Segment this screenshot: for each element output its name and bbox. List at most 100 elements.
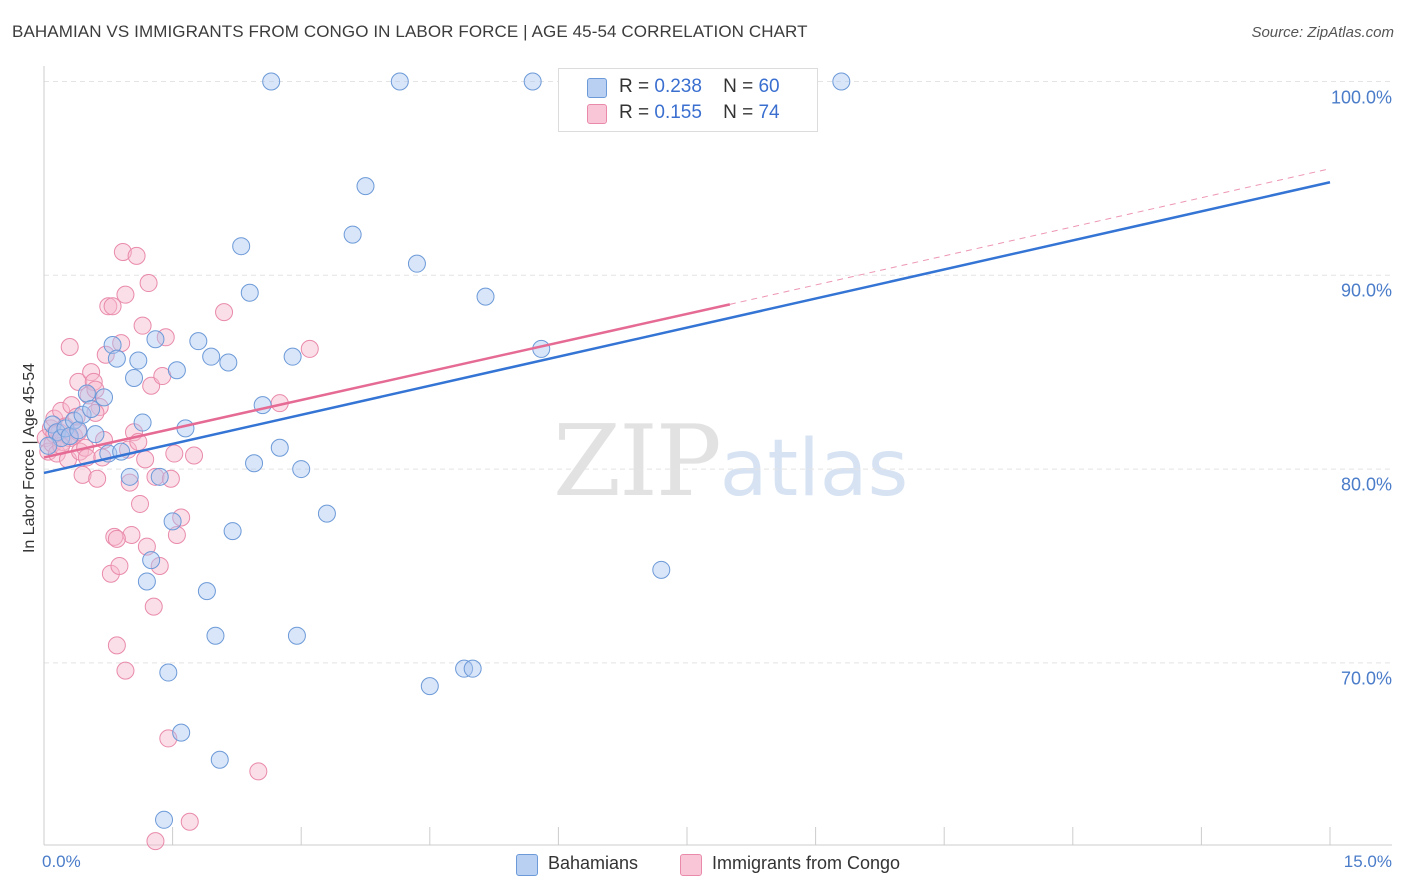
congo-points	[36, 243, 319, 851]
congo-point	[60, 337, 79, 356]
x-axis	[43, 66, 1392, 846]
bahamian-point	[523, 72, 542, 91]
congo-point	[172, 508, 191, 527]
bahamian-point	[832, 72, 851, 91]
bahamian-point	[420, 677, 439, 696]
bahamian-point	[142, 551, 161, 570]
bahamian-point	[189, 332, 208, 351]
bahamian-point	[292, 460, 311, 479]
bahamian-point	[283, 347, 302, 366]
source-label: Source: ZipAtlas.com	[1251, 24, 1394, 41]
bahamian-point	[407, 254, 426, 273]
bahamian-point	[167, 361, 186, 380]
n-label: N =	[723, 76, 754, 97]
r-value: 0.238	[654, 76, 702, 97]
y-tick-label: 70.0%	[1340, 668, 1392, 689]
bahamian-point	[155, 810, 174, 829]
congo-trend-line	[43, 303, 731, 459]
congo-point	[249, 762, 268, 781]
congo-point	[131, 494, 150, 513]
congo-point	[139, 274, 158, 293]
bahamian-point	[86, 425, 105, 444]
y-tick-label: 90.0%	[1340, 280, 1392, 301]
congo-point	[144, 597, 163, 616]
congo-point	[88, 469, 107, 488]
congo-point	[110, 556, 129, 575]
trend-lines	[43, 168, 1331, 475]
congo-point	[73, 465, 92, 484]
congo-point	[161, 469, 180, 488]
bahamian-point	[95, 388, 114, 407]
congo-point	[137, 537, 156, 556]
legend-label-bahamians: Bahamians	[548, 853, 639, 873]
bahamian-point	[77, 384, 96, 403]
bahamian-point	[652, 560, 671, 579]
congo-legend-swatch	[680, 854, 702, 876]
watermark-zip: ZIP	[553, 405, 722, 519]
congo-point	[136, 450, 155, 469]
bahamian-point	[103, 336, 122, 355]
bahamian-point	[262, 72, 281, 91]
congo-point	[127, 246, 146, 265]
n-label: N =	[723, 102, 754, 123]
bahamian-point	[463, 659, 482, 678]
bahamian-point	[287, 626, 306, 645]
congo-point	[300, 339, 319, 358]
bahamian-point	[69, 421, 88, 440]
bahamian-point	[356, 177, 375, 196]
bahamian-point	[202, 347, 221, 366]
y-tick-label: 80.0%	[1340, 474, 1392, 495]
bahamian-point	[137, 572, 156, 591]
bahamian-point	[129, 351, 148, 370]
bahamian-point	[133, 413, 152, 432]
congo-point	[103, 297, 122, 316]
bahamian-point	[390, 72, 409, 91]
bahamian-point	[240, 283, 259, 302]
congo-point	[165, 444, 184, 463]
legend-label-congo: Immigrants from Congo	[712, 853, 901, 873]
r-label: R =	[619, 102, 650, 123]
bahamian-point	[39, 436, 58, 455]
congo-point	[185, 446, 204, 465]
bahamian-point	[223, 522, 242, 541]
congo-trend-extension	[729, 168, 1331, 305]
congo-point	[116, 661, 135, 680]
x-tick-max: 15.0%	[1343, 852, 1392, 871]
congo-swatch	[587, 104, 607, 124]
chart-title: BAHAMIAN VS IMMIGRANTS FROM CONGO IN LAB…	[12, 22, 808, 41]
congo-point	[133, 316, 152, 335]
bahamian-point	[270, 438, 289, 457]
x-tick-min: 0.0%	[42, 852, 81, 871]
congo-point	[107, 529, 126, 548]
congo-point	[120, 473, 139, 492]
bahamian-point	[150, 467, 169, 486]
bahamian-point	[232, 237, 251, 256]
bahamian-point	[476, 287, 495, 306]
congo-point	[146, 467, 165, 486]
congo-point	[107, 636, 126, 655]
r-value: 0.155	[654, 102, 702, 123]
bahamian-trend-line	[43, 181, 1331, 475]
y-axis-label: In Labor Force | Age 45-54	[21, 362, 38, 554]
bahamian-point	[317, 504, 336, 523]
bahamian-point	[210, 750, 229, 769]
congo-point	[180, 812, 199, 831]
bahamian-point	[125, 368, 144, 387]
bahamian-point	[219, 353, 238, 372]
bahamian-point	[146, 330, 165, 349]
stats-legend: R = 0.238 N = 60 R = 0.155 N = 74	[558, 68, 818, 132]
bahamians-legend-swatch	[516, 854, 538, 876]
bahamian-point	[82, 399, 101, 418]
series-legend: Bahamians Immigrants from Congo	[0, 852, 1406, 878]
y-tick-label: 100.0%	[1330, 87, 1392, 107]
bahamian-point	[206, 626, 225, 645]
n-value: 60	[758, 76, 780, 97]
bahamian-point	[159, 663, 178, 682]
bahamian-point	[163, 512, 182, 531]
bahamian-point	[343, 225, 362, 244]
bahamian-points	[39, 72, 851, 829]
congo-point	[146, 832, 165, 851]
congo-point	[113, 243, 132, 262]
bahamian-point	[107, 349, 126, 368]
